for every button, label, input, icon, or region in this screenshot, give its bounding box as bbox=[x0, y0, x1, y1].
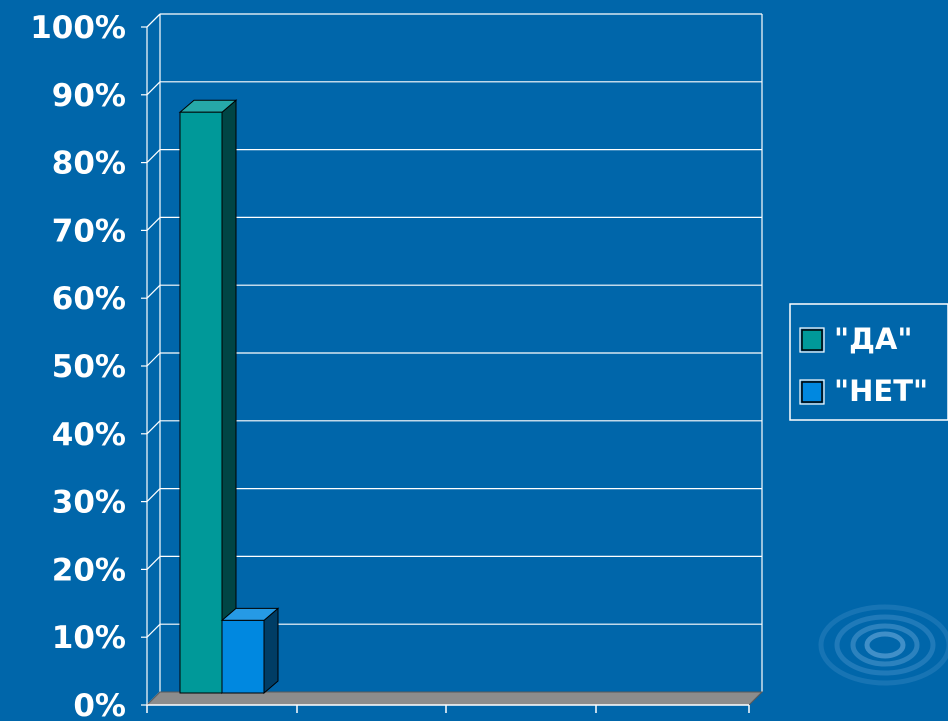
bar-front-face bbox=[221, 619, 265, 694]
legend-swatch-outline bbox=[799, 379, 825, 405]
ripple-logo-icon bbox=[818, 604, 948, 686]
chart-walls bbox=[146, 13, 763, 705]
y-tick-label: 40% bbox=[52, 417, 126, 453]
legend-label: "НЕТ" bbox=[834, 374, 928, 408]
side-gridline bbox=[146, 284, 161, 299]
side-gridline bbox=[146, 420, 161, 435]
bar-net bbox=[220, 607, 280, 695]
y-tick-label: 20% bbox=[52, 552, 126, 588]
ripple-ring bbox=[818, 604, 948, 686]
y-tick-label: 50% bbox=[52, 349, 126, 385]
chart-floor bbox=[145, 691, 764, 713]
side-gridline bbox=[146, 555, 161, 570]
gridlines bbox=[146, 13, 762, 706]
ripple-ring bbox=[850, 623, 920, 667]
y-tick-label: 60% bbox=[52, 281, 126, 317]
y-tick-label: 100% bbox=[30, 10, 126, 46]
legend: "ДА" "НЕТ" bbox=[789, 303, 948, 421]
side-gridline bbox=[146, 352, 161, 367]
y-tick-label: 0% bbox=[73, 688, 126, 717]
ripple-ring bbox=[834, 614, 936, 676]
bar-da bbox=[178, 99, 238, 695]
legend-swatch bbox=[801, 381, 823, 403]
y-tick-label: 10% bbox=[52, 620, 126, 656]
side-gridline bbox=[146, 13, 161, 28]
side-gridline bbox=[146, 149, 161, 164]
side-gridline bbox=[146, 216, 161, 231]
y-tick-label: 80% bbox=[52, 146, 126, 182]
legend-label: "ДА" bbox=[834, 322, 913, 356]
y-tick-label: 70% bbox=[52, 213, 126, 249]
y-tick-label: 30% bbox=[52, 485, 126, 521]
side-gridline bbox=[146, 623, 161, 638]
y-axis: 0% 10% 20% 30% 40% 50% 60% 70% 80% 90% 100% bbox=[30, 10, 147, 721]
legend-swatch-outline bbox=[799, 327, 825, 353]
bar-front-face bbox=[179, 111, 223, 694]
legend-swatch bbox=[801, 329, 823, 351]
bar-side-face bbox=[221, 99, 237, 695]
bars bbox=[178, 99, 280, 695]
bar-side-face bbox=[263, 607, 279, 695]
y-tick-label: 90% bbox=[52, 78, 126, 114]
floor-plane bbox=[145, 691, 764, 706]
legend-box bbox=[789, 303, 948, 421]
side-gridline bbox=[146, 488, 161, 503]
side-gridline bbox=[146, 81, 161, 96]
ripple-ring bbox=[864, 631, 906, 659]
